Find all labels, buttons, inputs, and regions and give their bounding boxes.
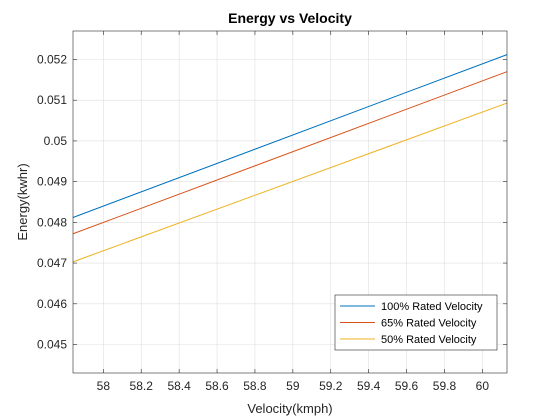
legend: 100% Rated Velocity 65% Rated Velocity 50%… xyxy=(334,294,498,351)
y-tick-label: 0.052 xyxy=(37,53,67,67)
series-line-1 xyxy=(72,54,508,218)
y-tick-label: 0.051 xyxy=(37,93,67,107)
legend-label-2: 65% Rated Velocity xyxy=(381,318,477,330)
x-tick-label: 59.4 xyxy=(357,379,381,393)
x-tick-label: 59 xyxy=(286,379,300,393)
chart-title: Energy vs Velocity xyxy=(228,10,352,26)
x-tick-label: 60 xyxy=(476,379,490,393)
x-tick-label: 59.8 xyxy=(433,379,457,393)
x-tick-label: 58.4 xyxy=(167,379,191,393)
y-tick-label: 0.05 xyxy=(44,134,68,148)
series-line-3 xyxy=(72,102,508,263)
y-tick-label: 0.047 xyxy=(37,256,67,270)
plot-area-border xyxy=(72,30,508,374)
y-axis-label: Energy(kwhr) xyxy=(15,163,30,240)
legend-items: 100% Rated Velocity 65% Rated Velocity 50%… xyxy=(340,301,483,346)
x-tick-label: 58.6 xyxy=(205,379,229,393)
x-tick-label: 58 xyxy=(97,379,111,393)
y-tick-label: 0.045 xyxy=(37,338,67,352)
x-tick-label: 58.8 xyxy=(243,379,267,393)
legend-label-1: 100% Rated Velocity xyxy=(381,301,483,313)
y-tick-label: 0.049 xyxy=(37,175,67,189)
series-line-2 xyxy=(72,71,508,235)
x-tick-label: 59.6 xyxy=(395,379,419,393)
x-tick-label: 59.2 xyxy=(319,379,343,393)
x-axis-label: Velocity(kmph) xyxy=(247,401,332,416)
legend-label-3: 50% Rated Velocity xyxy=(381,334,477,346)
series-lines xyxy=(72,54,508,263)
tick-labels: 58 58.2 58.4 58.6 58.8 59 59.2 59.4 59.6 59.8 60 0.… xyxy=(37,53,489,394)
y-tick-label: 0.046 xyxy=(37,297,67,311)
y-tick-label: 0.048 xyxy=(37,215,67,229)
axis-ticks xyxy=(73,31,507,373)
x-tick-label: 58.2 xyxy=(130,379,154,393)
